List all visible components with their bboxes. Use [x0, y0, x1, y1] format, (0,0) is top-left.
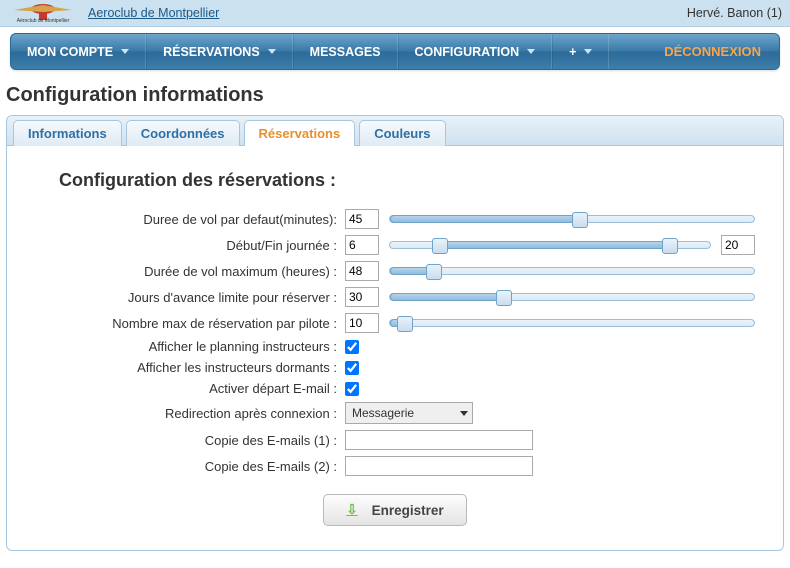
label-jours-avance: Jours d'avance limite pour réserver :	[35, 290, 345, 305]
nav-label: CONFIGURATION	[415, 45, 520, 59]
section-title: Configuration des réservations :	[59, 170, 755, 191]
navbar: MON COMPTE RÉSERVATIONS MESSAGES CONFIGU…	[10, 33, 780, 70]
nav-label: RÉSERVATIONS	[163, 45, 260, 59]
label-copie2: Copie des E-mails (2) :	[35, 459, 345, 474]
label-activ-email: Activer départ E-mail :	[35, 381, 345, 396]
input-duree-max[interactable]	[345, 261, 379, 281]
input-jours-avance[interactable]	[345, 287, 379, 307]
tab-panel: Informations Coordonnées Réservations Co…	[6, 115, 784, 551]
slider-debut-fin[interactable]	[389, 241, 711, 249]
tab-coordonnees[interactable]: Coordonnées	[126, 120, 240, 146]
chevron-down-icon	[584, 49, 592, 54]
slider-handle[interactable]	[426, 264, 442, 280]
input-duree-defaut[interactable]	[345, 209, 379, 229]
slider-duree-max[interactable]	[389, 267, 755, 275]
tab-content: Configuration des réservations : Duree d…	[7, 146, 783, 550]
checkbox-aff-planning[interactable]	[345, 340, 359, 354]
label-debut-fin: Début/Fin journée :	[35, 238, 345, 253]
nav-mon-compte[interactable]: MON COMPTE	[11, 34, 146, 69]
logo: Aéroclub de Montpellier	[4, 2, 82, 24]
label-aff-dormants: Afficher les instructeurs dormants :	[35, 360, 345, 375]
save-button-label: Enregistrer	[372, 503, 444, 518]
topbar: Aéroclub de Montpellier Aeroclub de Mont…	[0, 0, 790, 27]
chevron-down-icon	[268, 49, 276, 54]
input-copie2[interactable]	[345, 456, 533, 476]
input-copie1[interactable]	[345, 430, 533, 450]
nav-configuration[interactable]: CONFIGURATION	[398, 34, 553, 69]
nav-logout[interactable]: DÉCONNEXION	[646, 34, 779, 69]
chevron-down-icon	[121, 49, 129, 54]
nav-label: MON COMPTE	[27, 45, 113, 59]
select-redirect[interactable]: Messagerie	[345, 402, 473, 424]
slider-duree-defaut[interactable]	[389, 215, 755, 223]
nav-plus[interactable]: +	[552, 34, 609, 69]
user-label: Hervé. Banon (1)	[687, 6, 782, 20]
checkbox-activ-email[interactable]	[345, 382, 359, 396]
nav-reservations[interactable]: RÉSERVATIONS	[146, 34, 293, 69]
slider-handle[interactable]	[572, 212, 588, 228]
page-title: Configuration informations	[6, 84, 784, 107]
chevron-down-icon	[460, 411, 468, 416]
label-duree-defaut: Duree de vol par defaut(minutes):	[35, 212, 345, 227]
chevron-down-icon	[527, 49, 535, 54]
nav-label: MESSAGES	[310, 45, 381, 59]
slider-handle[interactable]	[397, 316, 413, 332]
label-nb-max: Nombre max de réservation par pilote :	[35, 316, 345, 331]
svg-text:Aéroclub de Montpellier: Aéroclub de Montpellier	[17, 18, 70, 24]
slider-handle-a[interactable]	[432, 238, 448, 254]
tab-informations[interactable]: Informations	[13, 120, 122, 146]
slider-handle-b[interactable]	[662, 238, 678, 254]
slider-jours-avance[interactable]	[389, 293, 755, 301]
slider-handle[interactable]	[496, 290, 512, 306]
input-debut[interactable]	[345, 235, 379, 255]
label-redirect: Redirection après connexion :	[35, 406, 345, 421]
save-icon: ⇩	[346, 502, 357, 518]
label-aff-planning: Afficher le planning instructeurs :	[35, 339, 345, 354]
slider-nb-max[interactable]	[389, 319, 755, 327]
nav-label: +	[569, 45, 576, 59]
label-copie1: Copie des E-mails (1) :	[35, 433, 345, 448]
tab-bar: Informations Coordonnées Réservations Co…	[7, 116, 783, 146]
input-nb-max[interactable]	[345, 313, 379, 333]
input-fin[interactable]	[721, 235, 755, 255]
checkbox-aff-dormants[interactable]	[345, 361, 359, 375]
club-link[interactable]: Aeroclub de Montpellier	[88, 6, 219, 20]
select-value: Messagerie	[352, 406, 414, 420]
save-button[interactable]: ⇩ Enregistrer	[323, 494, 466, 526]
label-duree-max: Durée de vol maximum (heures) :	[35, 264, 345, 279]
tab-couleurs[interactable]: Couleurs	[359, 120, 445, 146]
nav-messages[interactable]: MESSAGES	[293, 34, 398, 69]
tab-reservations[interactable]: Réservations	[244, 120, 356, 146]
